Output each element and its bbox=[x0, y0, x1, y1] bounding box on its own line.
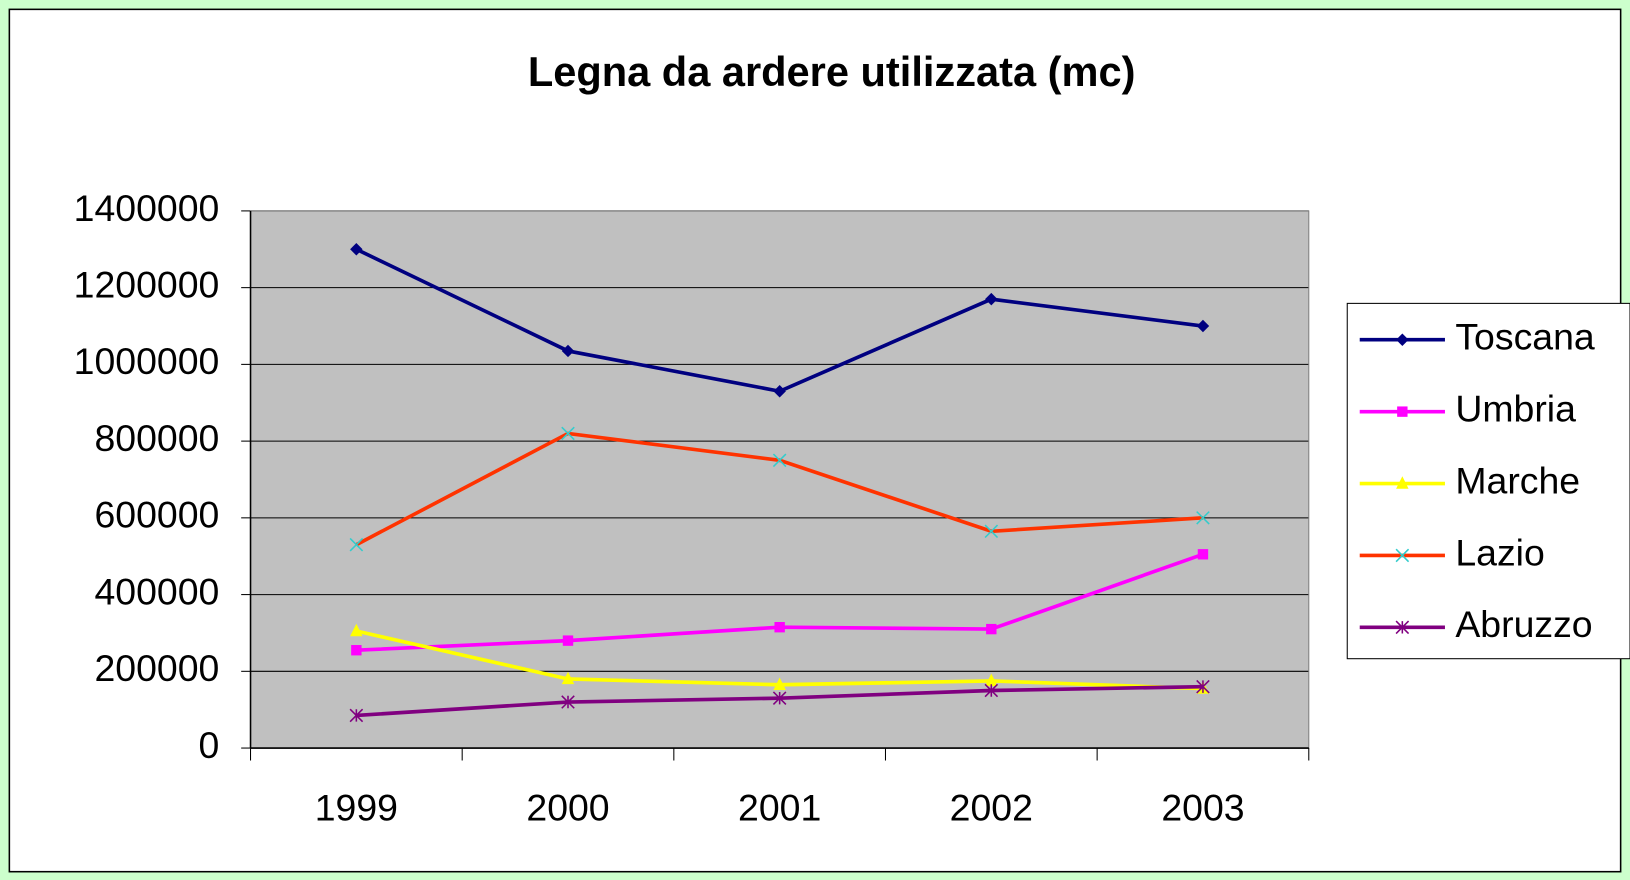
y-tick-label: 200000 bbox=[94, 647, 219, 689]
data-point bbox=[349, 537, 364, 552]
data-point bbox=[985, 292, 998, 306]
legend-label: Marche bbox=[1455, 459, 1580, 501]
legend-marker bbox=[1396, 333, 1409, 346]
y-tick-label: 600000 bbox=[94, 494, 219, 536]
data-point bbox=[350, 243, 363, 256]
x-tick-label: 2003 bbox=[1161, 786, 1244, 828]
y-tick-label: 1400000 bbox=[74, 187, 220, 229]
data-point bbox=[1197, 549, 1209, 560]
y-tick-label: 1200000 bbox=[74, 264, 220, 306]
legend-label: Lazio bbox=[1455, 531, 1544, 573]
data-point bbox=[1196, 319, 1210, 333]
legend-label: Abruzzo bbox=[1455, 603, 1592, 645]
data-point bbox=[984, 524, 999, 539]
y-tick-label: 800000 bbox=[94, 417, 219, 459]
legend-label: Toscana bbox=[1455, 316, 1595, 358]
legend-box bbox=[1346, 302, 1630, 660]
x-tick-label: 2000 bbox=[526, 786, 609, 828]
data-point bbox=[986, 623, 997, 635]
x-tick-label: 1999 bbox=[315, 786, 398, 828]
data-point bbox=[561, 344, 575, 358]
data-point bbox=[350, 623, 363, 637]
data-point bbox=[1196, 679, 1210, 694]
legend-marker bbox=[1395, 548, 1410, 563]
legend-marker bbox=[1395, 620, 1410, 635]
chart-title: Legna da ardere utilizzata (mc) bbox=[528, 48, 1136, 95]
data-point bbox=[984, 683, 999, 698]
data-point bbox=[351, 645, 362, 656]
y-tick-label: 0 bbox=[199, 724, 220, 766]
data-point bbox=[562, 635, 574, 646]
legend-marker bbox=[1397, 406, 1408, 417]
data-point bbox=[985, 673, 998, 687]
legend-marker bbox=[1396, 476, 1409, 489]
data-point bbox=[772, 453, 787, 468]
data-point bbox=[773, 677, 786, 690]
y-tick-label: 400000 bbox=[94, 570, 219, 612]
x-tick-label: 2002 bbox=[950, 786, 1033, 828]
data-point bbox=[772, 691, 787, 705]
y-tick-label: 1000000 bbox=[74, 340, 220, 382]
x-tick-label: 2001 bbox=[738, 786, 821, 828]
data-point bbox=[561, 695, 575, 709]
data-point bbox=[561, 671, 575, 685]
data-point bbox=[561, 426, 575, 441]
legend-label: Umbria bbox=[1455, 388, 1576, 430]
data-point bbox=[349, 708, 364, 723]
data-point bbox=[1196, 511, 1210, 525]
plot-area bbox=[250, 210, 1309, 749]
data-point bbox=[774, 622, 785, 633]
